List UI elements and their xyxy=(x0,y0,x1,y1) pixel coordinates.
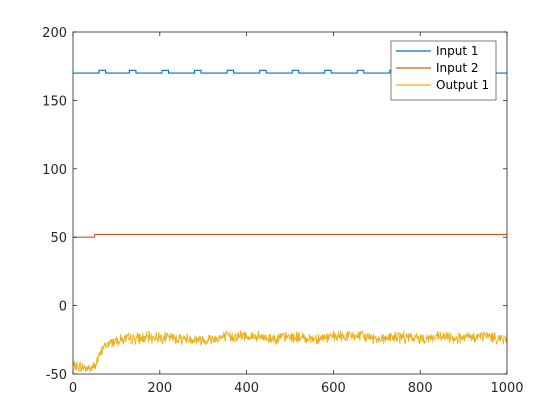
series-line-output-1 xyxy=(72,329,508,373)
legend-label-input-1: Input 1 xyxy=(436,44,479,58)
legend: Input 1 Input 2 Output 1 xyxy=(390,40,497,101)
y-tick-label: 150 xyxy=(42,94,67,109)
legend-label-output-1: Output 1 xyxy=(436,78,489,92)
x-tick-label: 600 xyxy=(321,381,346,396)
y-tick-label: 100 xyxy=(42,163,67,178)
y-tick-label: 0 xyxy=(59,300,67,315)
series-line-input-2 xyxy=(73,233,507,238)
x-tick-label: 200 xyxy=(147,381,172,396)
x-tick-label: 0 xyxy=(69,381,77,396)
y-tick-label: 50 xyxy=(50,231,67,246)
x-tick-label: 400 xyxy=(234,381,259,396)
y-tick-label: 200 xyxy=(42,26,67,41)
y-tick-label: -50 xyxy=(46,368,67,383)
legend-label-input-2: Input 2 xyxy=(436,61,479,75)
axes-box xyxy=(72,31,508,375)
x-tick-label: 800 xyxy=(408,381,433,396)
x-tick-label: 1000 xyxy=(490,381,523,396)
